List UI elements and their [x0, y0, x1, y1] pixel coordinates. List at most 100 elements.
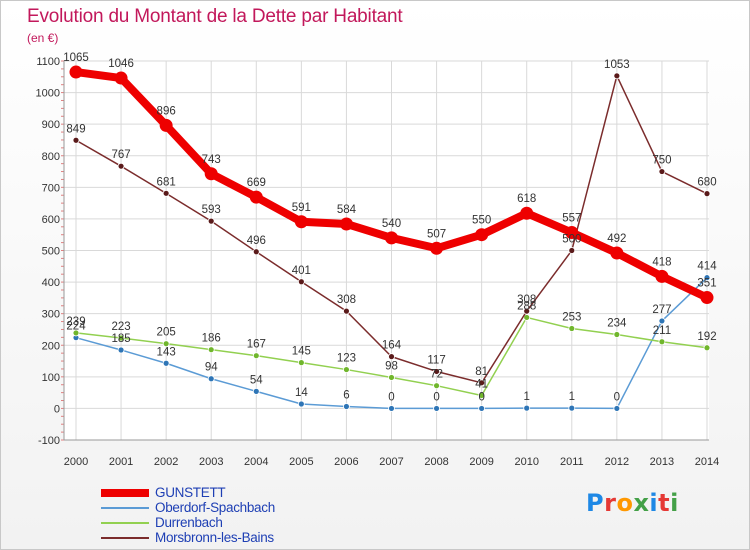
chart-subtitle: (en €)	[27, 31, 59, 45]
data-label-durrenbach: 288	[517, 300, 536, 312]
legend-item-gunstett: GUNSTETT	[101, 485, 275, 500]
data-label-gunstett: 492	[607, 233, 626, 245]
data-label-oberdorf-spachbach: 414	[697, 261, 717, 273]
y-tick-label: 700	[42, 182, 60, 194]
data-point-morsbronn-les-bains	[162, 189, 170, 197]
data-label-morsbronn-les-bains: 81	[475, 366, 488, 378]
data-label-oberdorf-spachbach: 0	[478, 391, 484, 403]
y-tick-label: 600	[42, 214, 60, 226]
x-tick-label: 2012	[605, 456, 629, 468]
x-tick-label: 2004	[244, 456, 268, 468]
data-label-morsbronn-les-bains: 849	[66, 123, 85, 135]
data-point-oberdorf-spachbach	[252, 387, 260, 395]
data-point-durrenbach	[568, 325, 576, 332]
data-label-gunstett: 1046	[108, 58, 134, 70]
data-point-oberdorf-spachbach	[207, 375, 215, 383]
data-label-durrenbach: 98	[385, 360, 398, 372]
x-tick-label: 2010	[514, 456, 538, 468]
data-point-gunstett	[610, 246, 624, 260]
data-label-oberdorf-spachbach: 277	[652, 304, 671, 316]
legend-label: GUNSTETT	[155, 485, 226, 500]
data-point-gunstett	[385, 231, 398, 245]
data-point-morsbronn-les-bains	[297, 278, 305, 286]
logo-letter: x	[633, 489, 650, 517]
legend-item-durrenbach: Durrenbach	[101, 515, 275, 530]
data-label-durrenbach: 205	[157, 327, 176, 339]
data-point-morsbronn-les-bains	[658, 168, 666, 175]
data-label-morsbronn-les-bains: 767	[111, 149, 130, 161]
legend-label: Durrenbach	[155, 515, 223, 530]
x-tick-label: 2008	[424, 456, 448, 468]
data-label-oberdorf-spachbach: 0	[388, 391, 394, 403]
legend-swatch	[101, 536, 149, 539]
chart-title: Evolution du Montant de la Dette par Hab…	[27, 6, 403, 27]
data-label-oberdorf-spachbach: 0	[433, 391, 439, 403]
data-label-morsbronn-les-bains: 164	[382, 340, 402, 352]
data-label-durrenbach: 186	[202, 333, 221, 345]
data-point-morsbronn-les-bains	[478, 379, 486, 387]
y-tick-label: 300	[42, 309, 60, 321]
data-point-durrenbach	[343, 366, 350, 373]
logo-letter: i	[670, 489, 679, 517]
data-label-durrenbach: 72	[430, 369, 443, 381]
data-point-oberdorf-spachbach	[703, 274, 711, 282]
data-point-durrenbach	[388, 374, 395, 381]
data-label-oberdorf-spachbach: 54	[250, 374, 263, 386]
y-tick-label: -100	[38, 435, 60, 447]
data-point-gunstett	[114, 71, 128, 85]
data-label-gunstett: 591	[292, 202, 311, 214]
legend-label: Oberdorf-Spachbach	[155, 500, 275, 515]
data-point-gunstett	[69, 65, 83, 79]
legend-swatch	[101, 521, 149, 524]
data-point-oberdorf-spachbach	[162, 359, 170, 367]
data-point-oberdorf-spachbach	[568, 404, 576, 412]
data-point-oberdorf-spachbach	[297, 400, 305, 408]
data-label-gunstett: 618	[517, 193, 536, 205]
data-label-morsbronn-les-bains: 500	[562, 234, 581, 246]
logo-letter: r	[604, 489, 617, 517]
data-point-durrenbach	[433, 382, 440, 390]
data-label-oberdorf-spachbach: 143	[157, 346, 176, 358]
data-point-morsbronn-les-bains	[523, 307, 531, 315]
data-point-morsbronn-les-bains	[72, 136, 80, 144]
data-point-oberdorf-spachbach	[523, 404, 531, 412]
y-tick-label: 800	[42, 151, 60, 163]
data-point-oberdorf-spachbach	[613, 405, 621, 412]
data-point-durrenbach	[613, 331, 621, 338]
data-point-morsbronn-les-bains	[433, 368, 440, 375]
data-point-morsbronn-les-bains	[207, 217, 215, 225]
data-point-durrenbach	[478, 392, 486, 399]
data-point-gunstett	[655, 269, 669, 283]
data-point-durrenbach	[297, 359, 305, 367]
data-point-morsbronn-les-bains	[388, 353, 395, 361]
y-tick-label: 100	[42, 372, 60, 384]
x-tick-label: 2014	[695, 456, 719, 468]
data-point-durrenbach	[72, 329, 80, 337]
data-label-gunstett: 584	[337, 204, 357, 216]
data-label-oberdorf-spachbach: 0	[614, 391, 620, 403]
logo-letter: i	[649, 489, 659, 517]
legend-item-morsbronn-les-bains: Morsbronn-les-Bains	[101, 530, 275, 545]
data-point-oberdorf-spachbach	[343, 403, 350, 410]
data-label-morsbronn-les-bains: 750	[652, 155, 671, 167]
data-point-durrenbach	[117, 334, 125, 342]
y-tick-label: 200	[42, 340, 60, 352]
data-label-gunstett: 1065	[63, 52, 89, 64]
data-point-gunstett	[249, 190, 263, 204]
x-tick-label: 2009	[469, 456, 493, 468]
y-tick-label: 900	[42, 119, 60, 131]
data-label-morsbronn-les-bains: 308	[517, 294, 536, 306]
data-point-morsbronn-les-bains	[117, 162, 125, 170]
data-point-oberdorf-spachbach	[478, 405, 486, 412]
data-point-morsbronn-les-bains	[613, 72, 621, 80]
y-tick-label: 400	[42, 277, 60, 289]
data-label-durrenbach: 239	[66, 316, 85, 328]
x-tick-label: 2003	[199, 456, 223, 468]
data-point-gunstett	[700, 291, 714, 305]
data-point-durrenbach	[658, 338, 666, 346]
data-label-durrenbach: 211	[653, 325, 671, 337]
data-label-oberdorf-spachbach: 224	[66, 321, 86, 333]
data-point-morsbronn-les-bains	[343, 307, 350, 315]
data-point-morsbronn-les-bains	[252, 248, 260, 256]
